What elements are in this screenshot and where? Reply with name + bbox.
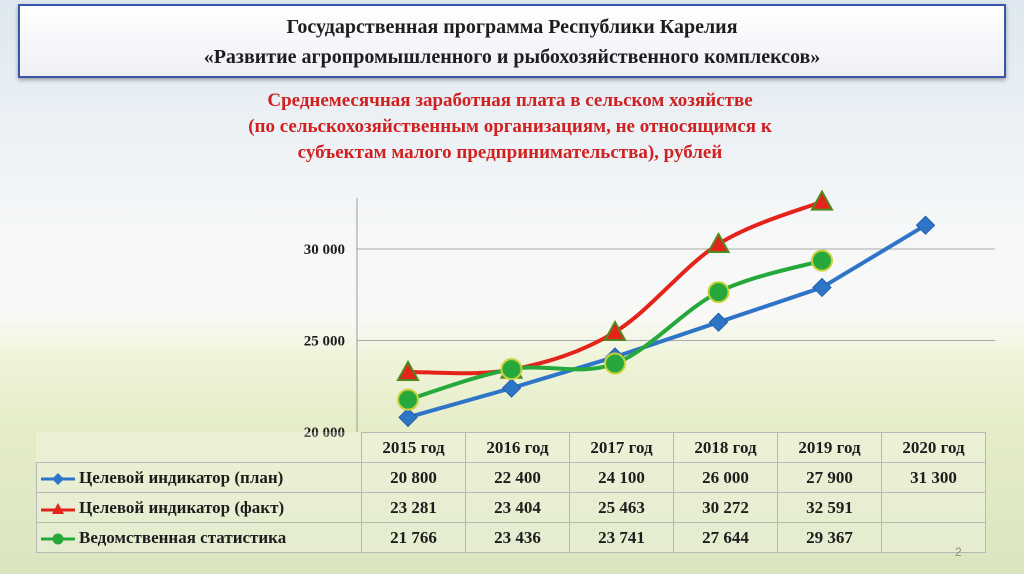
- slide-header: Государственная программа Республики Кар…: [18, 4, 1006, 78]
- data-point-stat: [604, 352, 626, 375]
- cell-stat-2016: 23 436: [465, 522, 570, 553]
- data-point-stat: [811, 249, 833, 272]
- cell-plan-2015: 20 800: [361, 462, 466, 493]
- data-table: 2015 год 2016 год 2017 год 2018 год 2019…: [36, 432, 986, 553]
- cell-fact-2017: 25 463: [569, 492, 674, 523]
- cell-plan-2016: 22 400: [465, 462, 570, 493]
- table-row-stat: Ведомственная статистика 21 766 23 436 2…: [36, 522, 986, 553]
- cell-fact-2019: 32 591: [777, 492, 882, 523]
- table-row-fact: Целевой индикатор (факт) 23 281 23 404 2…: [36, 492, 986, 523]
- cell-plan-2019: 27 900: [777, 462, 882, 493]
- cell-fact-2018: 30 272: [673, 492, 778, 523]
- page-number: 2: [955, 545, 962, 559]
- data-point-fact: [706, 231, 731, 254]
- cell-fact-2020: [881, 492, 986, 523]
- legend-plan-label: Целевой индикатор (план): [79, 467, 284, 487]
- legend-stat-label: Ведомственная статистика: [79, 527, 287, 547]
- data-point-plan: [915, 215, 936, 235]
- data-point-stat: [397, 388, 419, 411]
- cell-stat-2019: 29 367: [777, 522, 882, 553]
- data-point-stat: [707, 281, 730, 304]
- year-header: 2016 год: [465, 432, 570, 463]
- cell-plan-2018: 26 000: [673, 462, 778, 493]
- legend-fact-label: Целевой индикатор (факт): [79, 497, 285, 517]
- year-header: 2017 год: [569, 432, 674, 463]
- data-point-plan: [708, 312, 729, 332]
- series-line-1: [407, 223, 927, 420]
- legend-fact: Целевой индикатор (факт): [36, 492, 362, 523]
- y-tick-label: 25 000: [304, 334, 345, 350]
- y-tick-label: 30 000: [304, 242, 345, 258]
- year-header: 2020 год: [881, 432, 986, 463]
- table-header-row: 2015 год 2016 год 2017 год 2018 год 2019…: [37, 432, 986, 463]
- year-header: 2018 год: [673, 432, 778, 463]
- data-point-fact: [810, 189, 834, 211]
- data-point-stat: [500, 358, 523, 381]
- y-tick-label: 20 000: [304, 425, 345, 441]
- cell-plan-2017: 24 100: [569, 462, 674, 493]
- header-line-2: «Развитие агропромышленного и рыбохозяйс…: [203, 46, 821, 68]
- cell-stat-2015: 21 766: [361, 522, 466, 553]
- data-point-fact: [603, 319, 627, 342]
- circle-marker-icon: [41, 533, 75, 545]
- table-corner: [37, 433, 362, 463]
- diamond-marker-icon: [41, 472, 75, 485]
- chart-title: Среднемесячная заработная плата в сельск…: [120, 88, 900, 166]
- data-point-plan: [812, 277, 832, 298]
- cell-stat-2020: [881, 522, 986, 553]
- data-point-plan: [398, 407, 418, 428]
- legend-plan: Целевой индикатор (план): [36, 462, 362, 493]
- chart-title-line-3: субъектам малого предпринимательства), р…: [297, 142, 723, 163]
- chart-title-line-1: Среднемесячная заработная плата в сельск…: [267, 90, 753, 111]
- cell-fact-2015: 23 281: [361, 492, 466, 523]
- legend-stat: Ведомственная статистика: [36, 522, 362, 553]
- header-line-1: Государственная программа Республики Кар…: [286, 16, 738, 38]
- data-point-fact: [396, 359, 420, 381]
- data-point-plan: [501, 378, 522, 398]
- triangle-marker-icon: [41, 502, 75, 514]
- cell-plan-2020: 31 300: [881, 462, 986, 493]
- cell-stat-2018: 27 644: [673, 522, 778, 553]
- cell-stat-2017: 23 741: [569, 522, 674, 553]
- chart-title-line-2: (по сельскохозяйственным организациям, н…: [248, 116, 772, 137]
- year-header: 2019 год: [777, 432, 882, 463]
- table-row-plan: Целевой индикатор (план) 20 800 22 400 2…: [36, 462, 986, 493]
- year-header: 2015 год: [361, 432, 466, 463]
- cell-fact-2016: 23 404: [465, 492, 570, 523]
